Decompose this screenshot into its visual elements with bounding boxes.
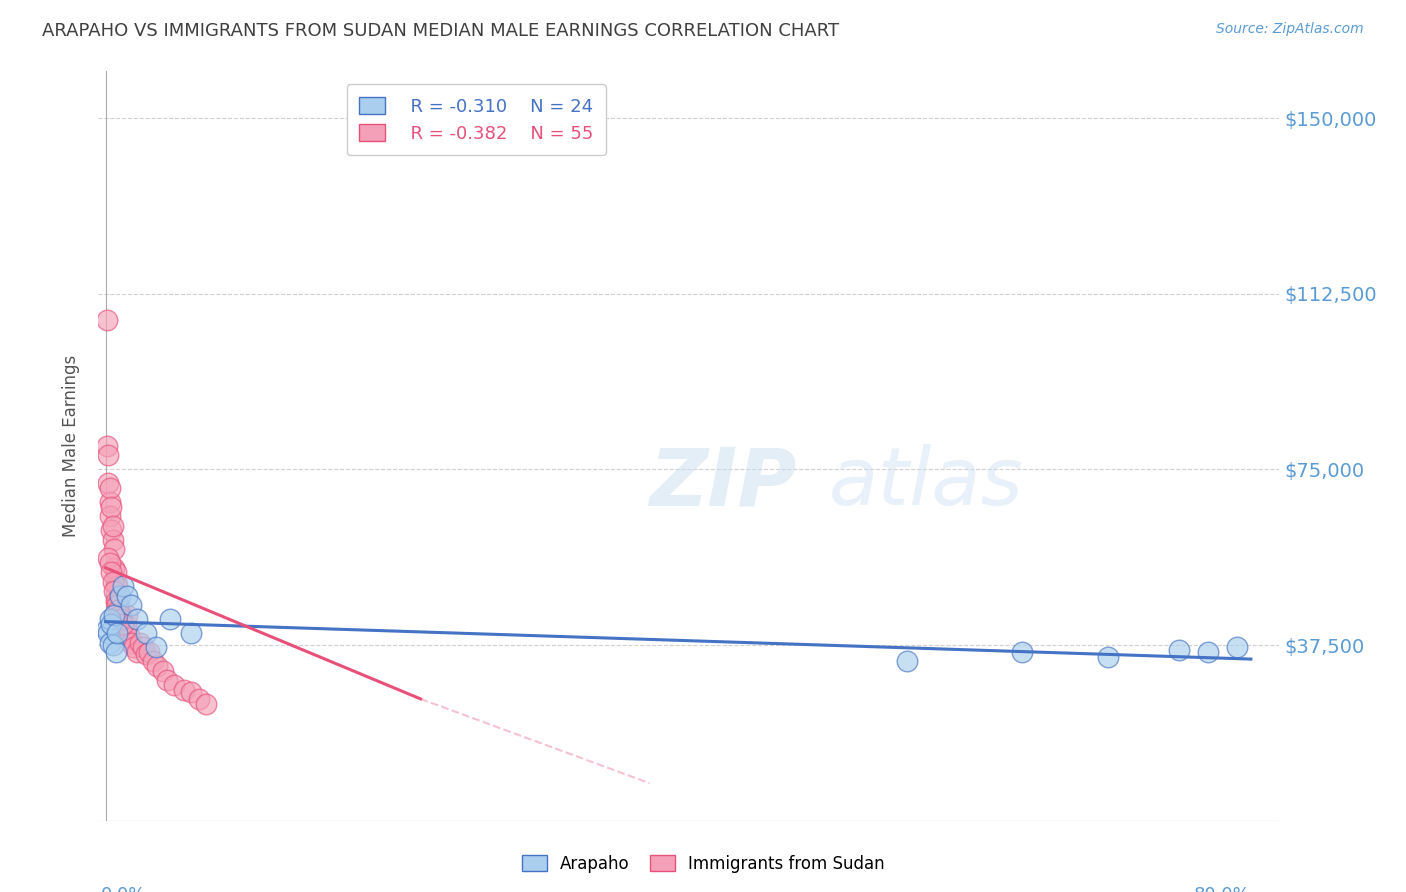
Point	[98, 481, 121, 495]
Point	[180, 685, 202, 699]
Point	[100, 617, 122, 632]
Point	[107, 603, 129, 617]
Point	[1097, 649, 1119, 664]
Point	[896, 655, 918, 669]
Text: atlas: atlas	[828, 444, 1024, 523]
Point	[142, 655, 165, 669]
Point	[108, 589, 131, 603]
Point	[98, 635, 121, 649]
Point	[108, 607, 131, 622]
Point	[173, 682, 195, 697]
Point	[111, 617, 134, 632]
Point	[187, 692, 209, 706]
Point	[103, 542, 125, 557]
Point	[104, 574, 127, 589]
Point	[145, 640, 167, 655]
Text: ZIP: ZIP	[650, 444, 797, 523]
Point	[129, 635, 152, 649]
Legend:   R = -0.310    N = 24,   R = -0.382    N = 55: R = -0.310 N = 24, R = -0.382 N = 55	[347, 84, 606, 155]
Point	[120, 599, 142, 613]
Point	[163, 678, 186, 692]
Point	[104, 593, 127, 607]
Point	[156, 673, 179, 688]
Point	[152, 664, 174, 678]
Point	[115, 589, 138, 603]
Point	[96, 622, 118, 636]
Point	[105, 599, 128, 613]
Text: 0.0%: 0.0%	[101, 887, 146, 892]
Point	[135, 626, 157, 640]
Point	[1197, 645, 1219, 659]
Point	[101, 518, 124, 533]
Point	[98, 495, 121, 509]
Point	[97, 626, 120, 640]
Point	[1011, 645, 1033, 659]
Point	[105, 626, 128, 640]
Point	[100, 566, 122, 580]
Point	[98, 556, 121, 570]
Point	[107, 593, 129, 607]
Point	[135, 648, 157, 662]
Point	[100, 500, 122, 514]
Point	[104, 645, 127, 659]
Text: ARAPAHO VS IMMIGRANTS FROM SUDAN MEDIAN MALE EARNINGS CORRELATION CHART: ARAPAHO VS IMMIGRANTS FROM SUDAN MEDIAN …	[42, 22, 839, 40]
Point	[118, 631, 141, 645]
Point	[105, 580, 128, 594]
Point	[125, 645, 148, 659]
Point	[97, 476, 120, 491]
Point	[1168, 642, 1191, 657]
Point	[114, 617, 136, 632]
Legend: Arapaho, Immigrants from Sudan: Arapaho, Immigrants from Sudan	[515, 848, 891, 880]
Point	[108, 603, 131, 617]
Point	[101, 574, 124, 589]
Point	[103, 584, 125, 599]
Point	[101, 638, 124, 652]
Point	[104, 566, 127, 580]
Point	[103, 607, 125, 622]
Point	[97, 449, 120, 463]
Point	[122, 640, 145, 655]
Point	[110, 612, 132, 626]
Point	[110, 612, 132, 626]
Point	[98, 612, 121, 626]
Point	[115, 607, 138, 622]
Point	[98, 509, 121, 524]
Point	[96, 312, 118, 326]
Point	[138, 645, 160, 659]
Point	[120, 635, 142, 649]
Point	[1225, 640, 1247, 655]
Point	[108, 607, 131, 622]
Point	[96, 439, 118, 453]
Point	[159, 612, 181, 626]
Point	[117, 626, 139, 640]
Point	[100, 523, 122, 537]
Y-axis label: Median Male Earnings: Median Male Earnings	[62, 355, 80, 537]
Point	[103, 561, 125, 575]
Point	[97, 551, 120, 566]
Point	[105, 593, 128, 607]
Point	[112, 622, 135, 636]
Point	[125, 612, 148, 626]
Point	[107, 599, 129, 613]
Point	[194, 697, 217, 711]
Point	[101, 533, 124, 547]
Point	[180, 626, 202, 640]
Text: Source: ZipAtlas.com: Source: ZipAtlas.com	[1216, 22, 1364, 37]
Text: 80.0%: 80.0%	[1194, 887, 1251, 892]
Point	[132, 640, 155, 655]
Point	[111, 617, 134, 632]
Point	[111, 580, 134, 594]
Point	[146, 659, 169, 673]
